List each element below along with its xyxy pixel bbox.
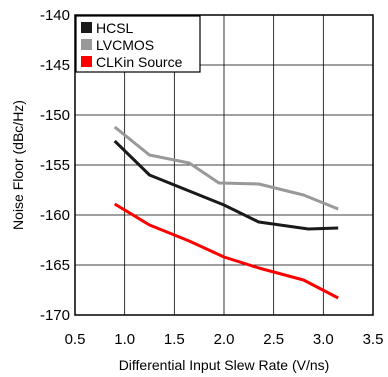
series-line-clkin-source [113,202,339,300]
y-tick-labels: -140 -145 -150 -155 -160 -165 -170 [40,7,70,324]
x-tick-label: 1.0 [114,331,135,348]
series-line-lvcmos [113,125,339,211]
legend-swatch [81,56,92,67]
legend-box [75,15,201,73]
legend-label: HCSL [96,20,134,36]
y-tick-label: -165 [40,257,70,274]
y-axis-label: Noise Floor (dBc/Hz) [10,100,26,230]
y-tick-label: -170 [40,307,70,324]
y-tick-label: -140 [40,7,70,24]
y-tick-label: -160 [40,207,70,224]
series-lines [113,125,339,300]
legend-label: LVCMOS [96,37,154,53]
x-tick-labels: 0.5 1.0 1.5 2.0 2.5 3.0 3.5 [65,331,384,348]
x-tick-label: 0.5 [65,331,86,348]
x-tick-label: 3.5 [363,331,384,348]
x-tick-label: 2.0 [214,331,235,348]
x-tick-label: 2.5 [263,331,284,348]
legend-swatch [81,22,92,33]
y-tick-label: -155 [40,157,70,174]
x-tick-label: 1.5 [164,331,185,348]
legend-label: CLKin Source [96,54,183,70]
y-tick-label: -150 [40,107,70,124]
plot-area [74,14,374,316]
x-tick-label: 3.0 [313,331,334,348]
legend-swatch [81,39,92,50]
series-line-hcsl [113,139,339,231]
x-axis-label: Differential Input Slew Rate (V/ns) [119,357,330,373]
y-tick-label: -145 [40,57,70,74]
